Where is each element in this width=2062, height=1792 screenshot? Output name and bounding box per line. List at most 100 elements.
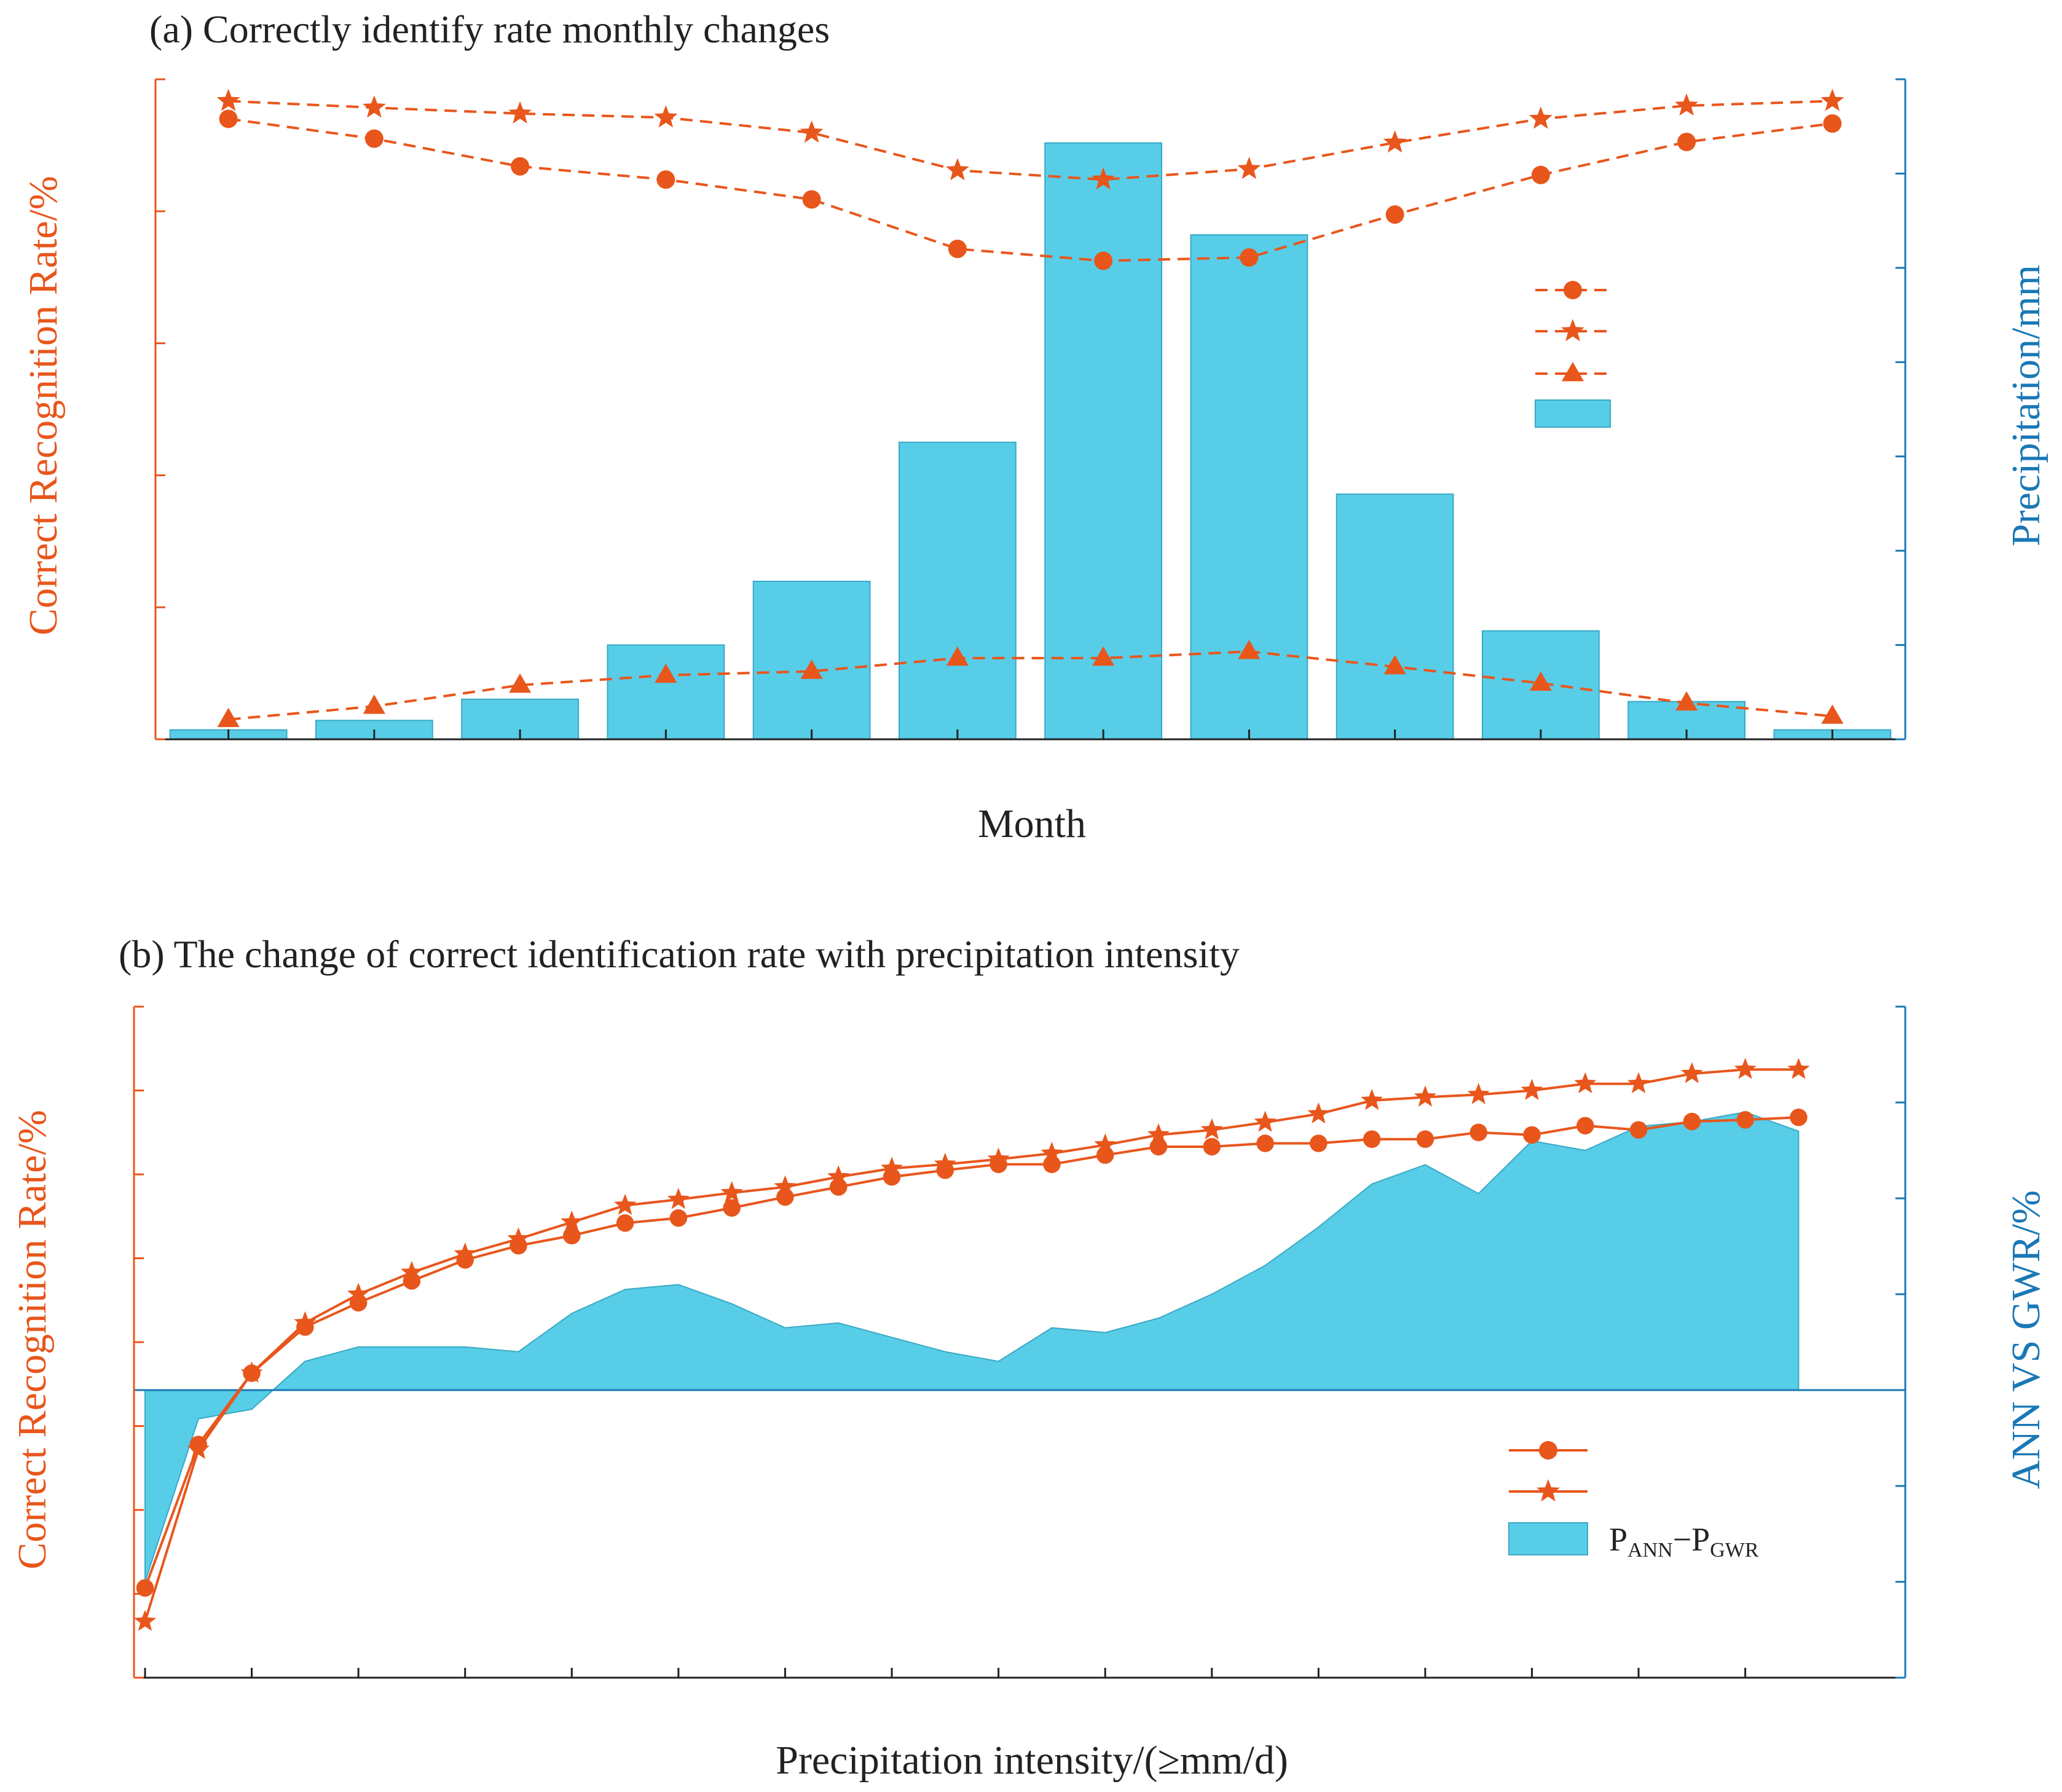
series-marker-circle: [1094, 251, 1113, 270]
series-marker-circle: [1363, 1130, 1381, 1148]
series-marker-star: [1094, 1133, 1117, 1155]
series-marker-star: [614, 1193, 637, 1215]
chart-b-legend: PANN−PGWR: [1508, 1441, 1759, 1562]
legend-marker-star: [1537, 1479, 1560, 1502]
series-marker-star: [216, 88, 240, 111]
series-marker-star: [400, 1260, 423, 1283]
chart-a-bars: [169, 142, 1892, 741]
series-marker-star: [133, 1609, 157, 1631]
series-marker-triangle: [1675, 691, 1698, 711]
series-marker-star: [347, 1283, 370, 1304]
series-marker-triangle: [1092, 646, 1115, 666]
series-marker-triangle: [363, 694, 385, 714]
series-marker-circle: [1256, 1134, 1274, 1152]
chart-a-ylabel-left: Correct Recognition Rate/%: [21, 176, 66, 635]
series-marker-star: [1361, 1088, 1383, 1110]
series-marker-star: [1529, 106, 1552, 129]
legend-swatch-precipitation: [1535, 399, 1611, 428]
series-marker-star: [654, 105, 678, 128]
precipitation-bar: [607, 644, 725, 740]
series-line-ann: [228, 100, 1833, 181]
series-marker-circle: [136, 1579, 154, 1597]
precipitation-bar: [1044, 142, 1163, 741]
legend-label-part: ANN: [1627, 1539, 1673, 1562]
panel-a: (a) Correctly identify rate monthly chan…: [21, 7, 2048, 846]
series-marker-circle: [802, 190, 821, 209]
series-marker-triangle: [1383, 654, 1406, 675]
chart-a-axes: [154, 78, 1907, 741]
series-marker-star: [508, 101, 532, 124]
series-marker-circle: [364, 129, 384, 148]
series-marker-circle: [1823, 114, 1842, 133]
series-marker-circle: [776, 1188, 794, 1206]
series-marker-circle: [1043, 1155, 1061, 1173]
legend-label-difference: PANN−PGWR: [1609, 1521, 1759, 1562]
precipitation-bar: [1190, 234, 1308, 740]
series-marker-circle: [1149, 1138, 1168, 1156]
series-marker-circle: [1203, 1138, 1221, 1156]
precipitation-bar: [898, 441, 1017, 740]
series-line-gwr: [144, 1116, 1799, 1589]
series-marker-circle: [219, 109, 238, 128]
series-marker-star: [1574, 1072, 1597, 1093]
series-marker-triangle: [1821, 704, 1844, 724]
series-marker-circle: [510, 1236, 527, 1255]
chart-a-legend: [1535, 281, 1611, 428]
series-marker-star: [1200, 1118, 1223, 1139]
series-marker-circle: [829, 1178, 848, 1196]
series-marker-circle: [1790, 1108, 1808, 1126]
chart-a-title: (a) Correctly identify rate monthly chan…: [149, 7, 830, 51]
series-marker-triangle: [1238, 640, 1261, 659]
series-marker-circle: [349, 1294, 368, 1312]
series-marker-triangle: [800, 659, 823, 679]
series-marker-circle: [990, 1155, 1007, 1173]
legend-label-part: GWR: [1710, 1539, 1759, 1562]
chart-b-title: (b) The change of correct identification…: [119, 932, 1240, 976]
series-marker-triangle: [655, 663, 677, 683]
series-marker-star: [561, 1210, 583, 1232]
series-marker-circle: [1629, 1121, 1648, 1139]
series-marker-circle: [936, 1161, 954, 1179]
precipitation-bar: [1336, 493, 1454, 740]
chart-b-axes: [133, 1005, 1907, 1679]
series-marker-circle: [403, 1272, 421, 1290]
series-marker-star: [800, 120, 824, 143]
series-marker-star: [667, 1187, 690, 1209]
series-marker-circle: [1310, 1134, 1328, 1152]
legend-marker-circle: [1539, 1441, 1557, 1460]
series-marker-triangle: [1529, 671, 1552, 691]
legend-label-part: P: [1609, 1521, 1627, 1558]
series-marker-circle: [1240, 248, 1259, 267]
series-marker-circle: [1416, 1130, 1434, 1148]
series-marker-circle: [883, 1168, 901, 1186]
series-line-gwr: [228, 117, 1833, 262]
series-marker-star: [1467, 1083, 1490, 1104]
series-marker-star: [1414, 1085, 1436, 1107]
difference-area: [144, 1111, 1800, 1582]
chart-b-ylabel-right: ANN VS GWR/%: [2004, 1190, 2048, 1489]
series-marker-star: [1254, 1110, 1277, 1132]
series-marker-star: [362, 95, 386, 118]
series-marker-circle: [616, 1214, 634, 1232]
chart-a-ylabel-right: Precipitation/mm: [2004, 265, 2048, 546]
chart-b-ylabel-left: Correct Recognition Rate/%: [10, 1110, 55, 1570]
series-marker-circle: [1531, 165, 1550, 184]
series-marker-circle: [511, 157, 530, 176]
series-marker-star: [1147, 1123, 1170, 1145]
series-marker-star: [1680, 1062, 1703, 1083]
series-marker-circle: [723, 1199, 741, 1217]
series-marker-triangle: [509, 673, 532, 693]
series-marker-circle: [1096, 1146, 1114, 1164]
series-marker-circle: [1576, 1117, 1594, 1135]
chart-b-xlabel: Precipitation intensity/(≥mm/d): [776, 1738, 1288, 1783]
series-marker-star: [827, 1165, 850, 1187]
series-marker-circle: [1677, 133, 1696, 152]
series-marker-circle: [1523, 1126, 1541, 1144]
series-marker-star: [1383, 130, 1407, 153]
series-marker-circle: [563, 1227, 581, 1244]
series-marker-star: [1734, 1058, 1757, 1079]
series-marker-star: [1237, 157, 1261, 179]
legend-marker-circle: [1564, 281, 1582, 299]
series-marker-circle: [1385, 205, 1404, 224]
